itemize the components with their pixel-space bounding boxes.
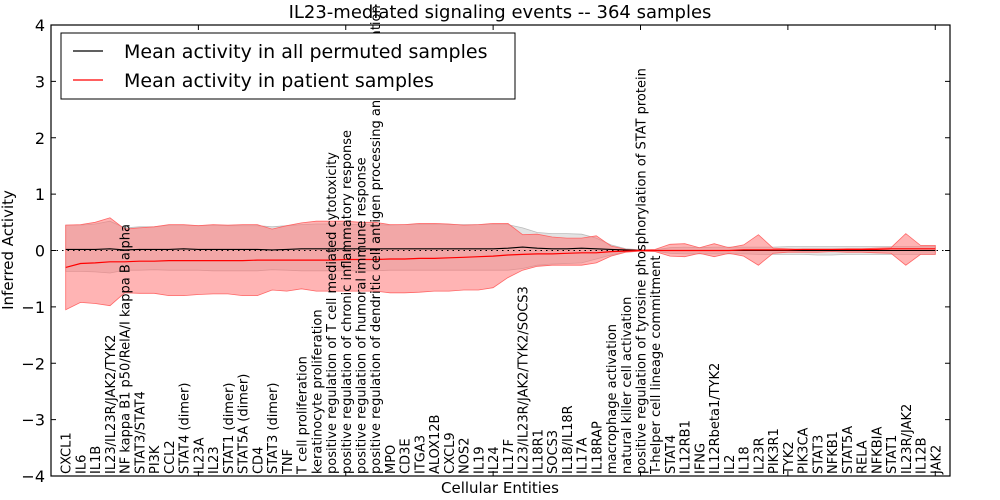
category-label: positive regulation of dendritic cell an… — [369, 5, 384, 474]
category-label: IL23 — [207, 446, 222, 474]
y-tick-label: −2 — [21, 354, 45, 373]
category-label: SOCS3 — [546, 430, 561, 474]
category-label: positive regulation of humoral immune re… — [354, 157, 369, 474]
y-tick-label: 4 — [35, 16, 45, 35]
category-label: keratinocyte proliferation — [310, 309, 325, 474]
category-label: IL23/IL23R/JAK2/TYK2/SOCS3 — [517, 286, 532, 474]
y-tick-label: −4 — [21, 467, 45, 486]
permuted-mean-line — [65, 246, 936, 252]
category-label: NOS2 — [458, 438, 473, 474]
category-label: macrophage activation — [605, 324, 620, 474]
patient-mean-line — [65, 248, 936, 268]
category-label: positive regulation of chronic inflammat… — [340, 130, 355, 474]
category-label: STAT1 (dimer) — [222, 383, 237, 474]
category-label: IL6 — [74, 455, 89, 474]
category-label: IL1B — [89, 446, 104, 474]
category-label: IFNG — [693, 443, 708, 474]
category-label: MPO — [384, 445, 399, 474]
y-tick-label: −3 — [21, 411, 45, 430]
confidence-bands — [65, 217, 936, 311]
category-label: T cell proliferation — [296, 356, 311, 475]
category-label: PIK3CA — [797, 427, 812, 474]
category-label: IL12Rbeta1/TYK2 — [708, 363, 723, 474]
y-tick-label: 3 — [35, 72, 45, 91]
category-label: NFKBIA — [870, 427, 885, 474]
category-label: IL18RAP — [590, 421, 605, 474]
chart-title: IL23-mediated signaling events -- 364 sa… — [289, 2, 712, 23]
legend-box — [60, 32, 516, 100]
category-label: CD4 — [251, 447, 266, 474]
y-tick-label: 2 — [35, 129, 45, 148]
y-tick-label: −1 — [21, 298, 45, 317]
y-axis: 4 3 2 1 0 −1 −2 −3 −4 — [21, 16, 950, 486]
category-label: IL24 — [487, 446, 502, 474]
category-label: JAK2 — [929, 445, 944, 475]
category-label: STAT4 (dimer) — [178, 383, 193, 474]
category-label: IL23/IL23R/JAK2/TYK2 — [104, 335, 119, 474]
category-label: RELA — [856, 440, 871, 474]
y-axis-label: Inferred Activity — [0, 190, 17, 310]
category-label: IL2 — [723, 455, 738, 474]
legend-label-permuted: Mean activity in all permuted samples — [124, 41, 487, 63]
x-axis-label: Cellular Entities — [441, 479, 559, 497]
category-label: STAT5A — [841, 426, 856, 474]
y-tick-label: 0 — [35, 242, 45, 261]
category-label: STAT3 — [811, 435, 826, 474]
category-label: IL19 — [472, 446, 487, 474]
category-label: CD3E — [399, 438, 414, 474]
category-label: T-helper cell lineage commitment — [649, 256, 664, 475]
category-label: CXCL1 — [60, 432, 75, 474]
category-label: positive regulation of tyrosine phosphor… — [635, 68, 650, 474]
category-label: IL18/IL18R — [561, 405, 576, 474]
category-label: STAT3 (dimer) — [266, 383, 281, 474]
x-axis: CXCL1 IL6 IL1B IL23/IL23R/JAK2/TYK2 NF kappa… — [60, 5, 944, 476]
category-label: IL18R1 — [531, 429, 546, 474]
category-label: STAT4 — [664, 435, 679, 474]
category-label: TNF — [281, 449, 296, 475]
patient-band — [65, 217, 936, 311]
category-label: positive regulation of T cell mediated c… — [325, 152, 340, 474]
legend-label-patient: Mean activity in patient samples — [124, 70, 434, 92]
category-label: IL18 — [738, 446, 753, 474]
legend: Mean activity in all permuted samples Me… — [60, 32, 516, 100]
category-label: IL23A — [192, 437, 207, 474]
category-label: ALOX12B — [428, 415, 443, 474]
category-label: STAT5A (dimer) — [237, 374, 252, 474]
category-label: STAT3/STAT4 — [133, 391, 148, 474]
category-label: IL12B — [915, 437, 930, 474]
category-label: CXCL9 — [443, 432, 458, 474]
category-label: ITGA3 — [413, 435, 428, 474]
y-tick-label: 1 — [35, 185, 45, 204]
category-label: PI3K — [148, 445, 163, 474]
category-label: IL17A — [576, 437, 591, 474]
category-label: NFKB1 — [826, 431, 841, 474]
category-label: IL17F — [502, 439, 517, 474]
category-label: IL23R — [752, 437, 767, 474]
category-label: PIK3R1 — [767, 428, 782, 474]
category-label: IL12RB1 — [679, 420, 694, 474]
series-lines — [51, 246, 950, 268]
category-label: IL23R/JAK2 — [900, 404, 915, 474]
category-label: STAT1 — [885, 435, 900, 474]
category-label: natural killer cell activation — [620, 297, 635, 474]
category-label: NF kappa B1 p50/RelA/I kappa B alpha — [119, 224, 134, 474]
category-label: TYK2 — [782, 441, 797, 475]
category-label: CCL2 — [163, 440, 178, 474]
